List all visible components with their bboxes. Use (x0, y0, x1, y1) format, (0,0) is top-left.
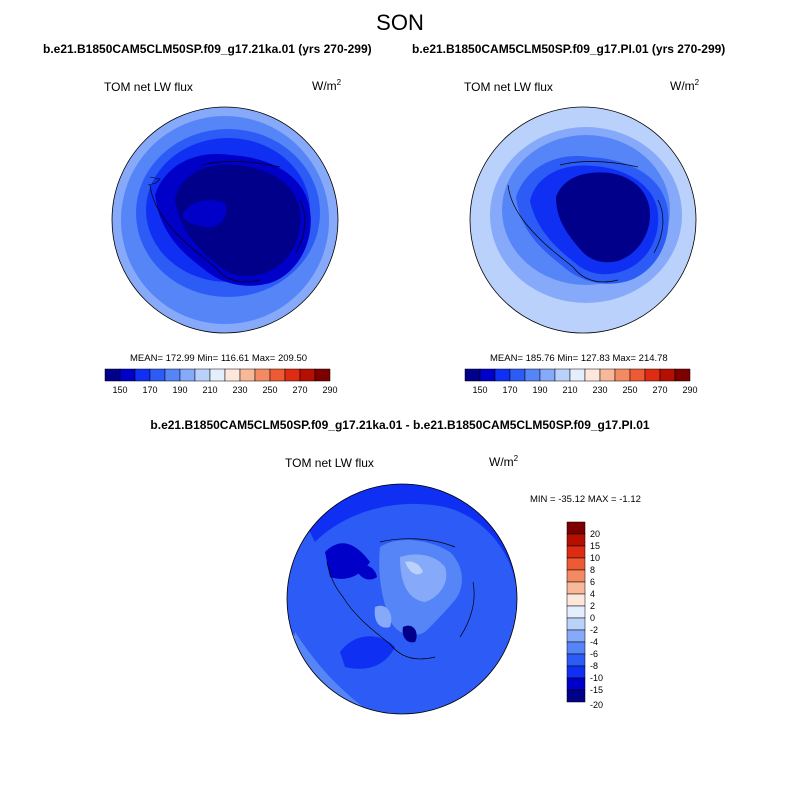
panel1-stats: MEAN= 172.99 Min= 116.61 Max= 209.50 (130, 353, 308, 364)
panel2-colorbar-swatch (494, 368, 511, 382)
panel2-colorbar-swatch (644, 368, 661, 382)
difference-variable-label: TOM net LW flux (285, 456, 374, 470)
panel1-colorbar-swatch (314, 368, 331, 382)
difference-colorbar-swatch (566, 557, 586, 571)
season-title: SON (376, 10, 424, 35)
panel2-colorbar-swatch (599, 368, 616, 382)
panel2-colorbar-swatch (479, 368, 496, 382)
difference-colorbar-swatch (566, 653, 586, 667)
difference-title: b.e21.B1850CAM5CLM50SP.f09_g17.21ka.01 -… (150, 418, 650, 432)
panel2-colorbar-tick-label: 150 (472, 385, 487, 395)
panel2-colorbar-tick-label: 190 (532, 385, 547, 395)
difference-colorbar-tick-label: -20 (590, 700, 603, 710)
difference-colorbar-tick-label: -10 (590, 673, 603, 683)
panel1-colorbar-swatch (119, 368, 136, 382)
difference-colorbar-swatch (566, 593, 586, 607)
difference-colorbar-tick-label: -15 (590, 685, 603, 695)
difference-colorbar-swatch (566, 629, 586, 643)
panel2-colorbar-tick-label: 270 (652, 385, 667, 395)
panel2-colorbar-swatch (659, 368, 676, 382)
panel1-colorbar-swatch (224, 368, 241, 382)
panel2-colorbar-swatch (569, 368, 586, 382)
panel2-colorbar-tick-label: 170 (502, 385, 517, 395)
difference-colorbar-tick-label: -6 (590, 649, 598, 659)
panel1-colorbar-tick-label: 290 (322, 385, 337, 395)
panel2-colorbar-swatch (539, 368, 556, 382)
panel2-colorbar-swatch (629, 368, 646, 382)
panel1-colorbar-swatch (239, 368, 256, 382)
difference-colorbar-tick-label: 4 (590, 589, 595, 599)
difference-colorbar-tick-label: -2 (590, 625, 598, 635)
difference-units-label: W/m2 (489, 454, 519, 469)
panel2-colorbar-tick-label: 210 (562, 385, 577, 395)
panel2-colorbar-tick-label: 230 (592, 385, 607, 395)
difference-polar-map (286, 483, 518, 715)
difference-colorbar-swatch (566, 665, 586, 679)
difference-colorbar-tick-label: 10 (590, 553, 600, 563)
panel1-colorbar-tick-label: 190 (172, 385, 187, 395)
difference-stats: MIN = -35.12 MAX = -1.12 (530, 494, 641, 505)
difference-colorbar-tick-label: 6 (590, 577, 595, 587)
panel1-colorbar-tick-label: 210 (202, 385, 217, 395)
difference-colorbar-swatch (566, 677, 586, 691)
panel2-colorbar-swatch (614, 368, 631, 382)
panel1-colorbar-tick-label: 170 (142, 385, 157, 395)
difference-colorbar-swatch (566, 569, 586, 583)
panel2-colorbar-swatch (464, 368, 481, 382)
panel2-colorbar-swatch (584, 368, 601, 382)
difference-colorbar-tick-label: -4 (590, 637, 598, 647)
panel1-colorbar-swatch (284, 368, 301, 382)
panel1-variable-label: TOM net LW flux (104, 80, 193, 94)
panel2-colorbar-swatch (554, 368, 571, 382)
difference-colorbar-swatch (566, 689, 586, 703)
panel1-colorbar-swatch (164, 368, 181, 382)
difference-colorbar-tick-label: 20 (590, 529, 600, 539)
panel1-colorbar-tick-label: 250 (262, 385, 277, 395)
panel1-colorbar-tick-label: 230 (232, 385, 247, 395)
panel1-colorbar-swatch (149, 368, 166, 382)
difference-colorbar-swatch (566, 533, 586, 547)
panel2-case-title: b.e21.B1850CAM5CLM50SP.f09_g17.PI.01 (yr… (412, 42, 726, 56)
panel1-colorbar-swatch (299, 368, 316, 382)
panel2-stats: MEAN= 185.76 Min= 127.83 Max= 214.78 (490, 353, 668, 364)
panel2-polar-map (469, 106, 697, 334)
difference-colorbar-swatch (566, 545, 586, 559)
panel1-colorbar-tick-label: 270 (292, 385, 307, 395)
panel2-colorbar: 150 170 190 210 230 250 270 290 (464, 368, 698, 395)
panel2-colorbar-swatch (509, 368, 526, 382)
difference-colorbar-swatch (566, 617, 586, 631)
difference-colorbar-tick-label: 15 (590, 541, 600, 551)
panel1-colorbar-swatch (209, 368, 226, 382)
difference-colorbar-tick-label: 0 (590, 613, 595, 623)
panel1-colorbar-swatch (194, 368, 211, 382)
difference-colorbar-tick-label: 2 (590, 601, 595, 611)
panel1-colorbar-swatch (254, 368, 271, 382)
panel1-colorbar-swatch (179, 368, 196, 382)
panel1-case-title: b.e21.B1850CAM5CLM50SP.f09_g17.21ka.01 (… (43, 42, 372, 56)
difference-colorbar-tick-label: 8 (590, 565, 595, 575)
panel2-colorbar-swatch (674, 368, 691, 382)
panel1-colorbar-tick-label: 150 (112, 385, 127, 395)
panel1-colorbar-swatch (134, 368, 151, 382)
panel2-variable-label: TOM net LW flux (464, 80, 553, 94)
difference-colorbar-swatch (566, 581, 586, 595)
panel2-units-label: W/m2 (670, 78, 700, 93)
panel1-colorbar-swatch (104, 368, 121, 382)
panel1-polar-map (111, 106, 339, 334)
panel2-colorbar-swatch (524, 368, 541, 382)
panel2-colorbar-tick-label: 250 (622, 385, 637, 395)
panel1-colorbar: 150 170 190 210 230 250 270 290 (104, 368, 338, 395)
panel2-colorbar-tick-label: 290 (682, 385, 697, 395)
panel1-colorbar-swatch (269, 368, 286, 382)
difference-colorbar-swatch (566, 605, 586, 619)
difference-colorbar-tick-label: -8 (590, 661, 598, 671)
panel1-units-label: W/m2 (312, 78, 342, 93)
difference-colorbar-swatch (566, 521, 586, 535)
difference-colorbar-swatch (566, 641, 586, 655)
